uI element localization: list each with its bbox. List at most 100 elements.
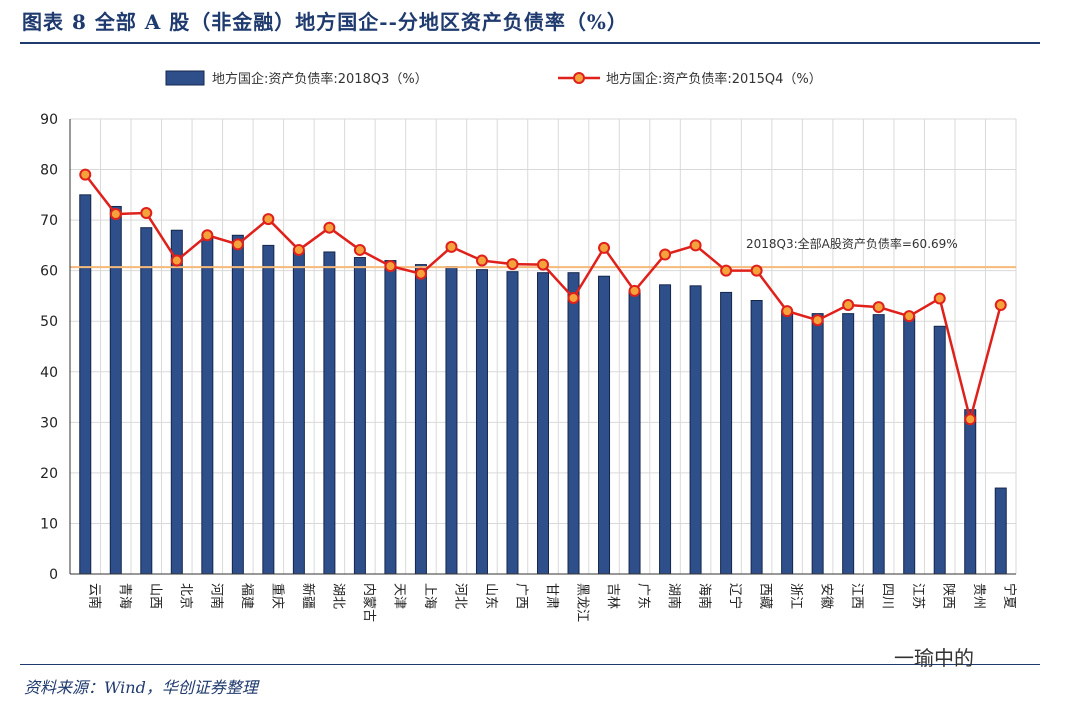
line-point [79,168,92,181]
y-tick-label: 80 [40,163,58,179]
bar [994,487,1007,575]
x-tick-label: 广东 [636,583,651,609]
line-point [140,207,153,220]
bar [414,264,427,575]
line-point [872,301,885,314]
figure-title: 图表 8 全部 A 股（非金融）地方国企--分地区资产负债率（%） [22,10,628,34]
x-tick-label: 海南 [697,583,713,609]
x-tick-label: 北京 [178,583,193,609]
bar [445,266,458,575]
legend-swatch-marker [573,72,585,84]
x-tick-label: 福建 [239,583,254,609]
source-rule [20,664,1040,665]
y-tick-label: 10 [40,516,58,532]
x-tick-label: 四川 [880,583,895,609]
y-tick-label: 70 [40,213,58,229]
line-series-2015q4 [79,168,1007,426]
legend-label-2015q4: 地方国企:资产负债率:2015Q4（%） [606,71,822,87]
line-point [537,258,549,271]
bar [811,313,824,575]
bar [750,299,763,575]
bar [689,285,702,575]
line-point [353,243,366,256]
bar [842,313,855,575]
bar [201,237,214,575]
bar [231,234,244,575]
y-tick-label: 50 [40,314,58,330]
line-point [475,254,488,267]
bar [903,315,916,575]
line-point [659,248,672,261]
x-tick-label: 新疆 [300,583,316,609]
line-point [231,238,244,251]
x-tick-label: 贵州 [971,583,986,609]
line-point [292,243,305,256]
x-tick-label: 西藏 [758,583,773,609]
x-tick-label: 安徽 [819,583,834,609]
line-point [323,221,336,234]
bar [659,284,672,575]
line-point [628,284,641,297]
bar [720,291,733,575]
line-point [994,299,1007,312]
bar [933,325,946,575]
bar [964,409,977,575]
x-tick-label: 上海 [422,583,437,609]
line-point [750,264,763,277]
x-tick-label: 江苏 [910,583,926,609]
bar [781,310,794,575]
x-tick-label: 黑龙江 [575,583,590,622]
bar [262,244,275,575]
line-point [384,260,397,273]
x-tick-label: 重庆 [269,583,285,609]
line-point [964,413,977,426]
line-point [262,213,275,226]
x-tick-label: 宁夏 [1002,583,1018,609]
legend-label-2018q3: 地方国企:资产负债率:2018Q3（%） [212,71,428,87]
line-point [933,292,946,305]
x-tick-label: 湖南 [666,583,682,609]
y-tick-label: 30 [40,415,58,431]
bar [109,205,122,575]
bar [292,250,305,575]
x-tick-label: 青海 [117,583,132,609]
line-point [445,240,458,253]
y-tick-label: 0 [49,567,58,583]
x-tick-label: 甘肃 [544,583,559,609]
line-point [201,229,214,242]
x-tick-label: 湖北 [330,583,345,609]
y-tick-label: 90 [40,112,58,128]
axes: 0 10 20 30 40 50 60 70 80 90 云南 青海 山西 北京 河南 福建 重庆 新疆 湖北 内蒙古… [40,112,1018,622]
line-point [109,208,122,221]
x-tick-label: 陕西 [941,583,956,609]
bar [598,275,611,575]
x-tick-label: 江西 [849,583,864,609]
line-point [414,267,427,280]
x-tick-label: 广西 [513,583,528,609]
line-point [903,310,916,323]
bar [537,272,549,575]
bar [475,269,488,575]
line-point [811,314,824,327]
legend-swatch-bar [165,70,205,86]
line-point [598,241,611,254]
x-tick-label: 河南 [208,583,224,609]
x-tick-label: 辽宁 [727,583,743,609]
line-point [567,291,580,304]
line-point [689,239,702,252]
title-rule [20,42,1040,44]
line-point [781,305,794,318]
bar [353,257,366,575]
bar [323,251,336,575]
x-tick-label: 山东 [483,583,498,609]
bar [872,314,885,575]
watermark: 一瑜中的 [894,646,974,670]
y-tick-label: 40 [40,365,58,381]
line-point [506,258,519,271]
line-point [170,254,183,267]
x-tick-label: 浙江 [788,583,803,609]
legend: 地方国企:资产负债率:2018Q3（%） 地方国企:资产负债率:2015Q4（%） [165,70,822,87]
bar [140,227,153,575]
x-tick-label: 云南 [86,583,102,609]
